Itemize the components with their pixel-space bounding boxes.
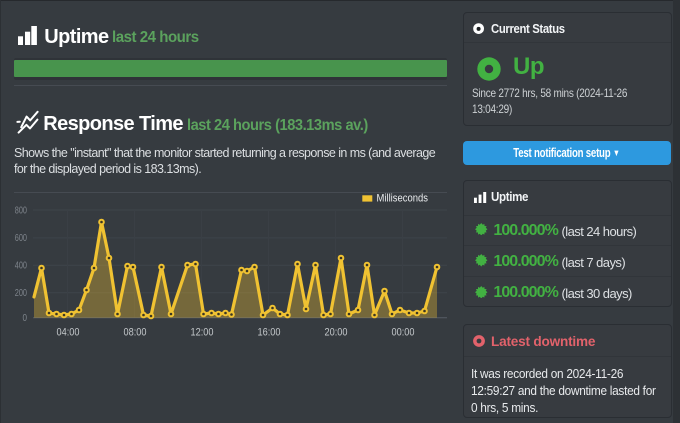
svg-text:0: 0 bbox=[23, 313, 28, 324]
svg-text:04:00: 04:00 bbox=[57, 326, 80, 338]
svg-text:400: 400 bbox=[15, 261, 28, 272]
svg-text:08:00: 08:00 bbox=[124, 326, 147, 338]
svg-text:20:00: 20:00 bbox=[325, 326, 348, 338]
svg-text:600: 600 bbox=[15, 233, 28, 244]
svg-text:Milliseconds: Milliseconds bbox=[377, 193, 429, 205]
svg-text:00:00: 00:00 bbox=[392, 326, 415, 338]
svg-text:800: 800 bbox=[15, 205, 28, 216]
svg-text:16:00: 16:00 bbox=[258, 326, 281, 338]
svg-text:12:00: 12:00 bbox=[191, 326, 214, 338]
svg-text:200: 200 bbox=[15, 288, 28, 299]
